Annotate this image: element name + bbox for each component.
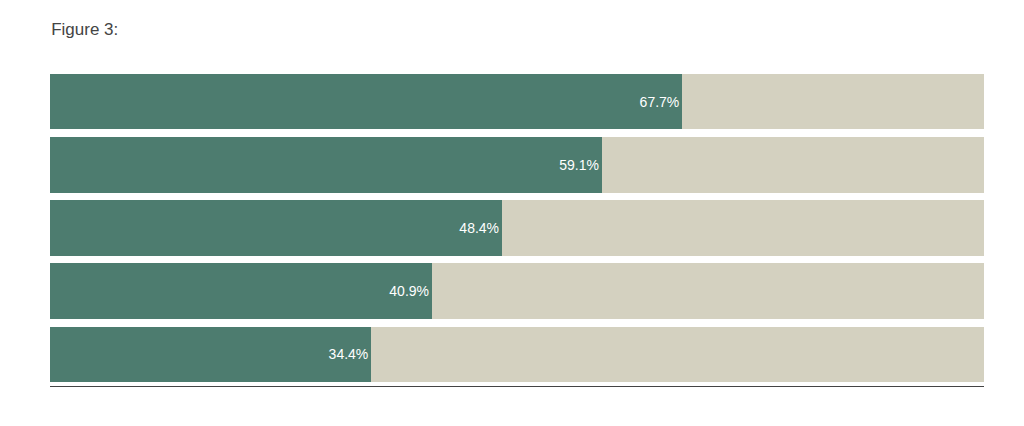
svg-text:59.1%: 59.1% bbox=[559, 157, 599, 173]
svg-text:40.9%: 40.9% bbox=[389, 283, 429, 299]
svg-text:67.7%: 67.7% bbox=[640, 94, 680, 110]
svg-text:34.4%: 34.4% bbox=[329, 346, 369, 362]
svg-text:Figure 3:: Figure 3: bbox=[51, 20, 118, 39]
svg-text:48.4%: 48.4% bbox=[459, 220, 499, 236]
